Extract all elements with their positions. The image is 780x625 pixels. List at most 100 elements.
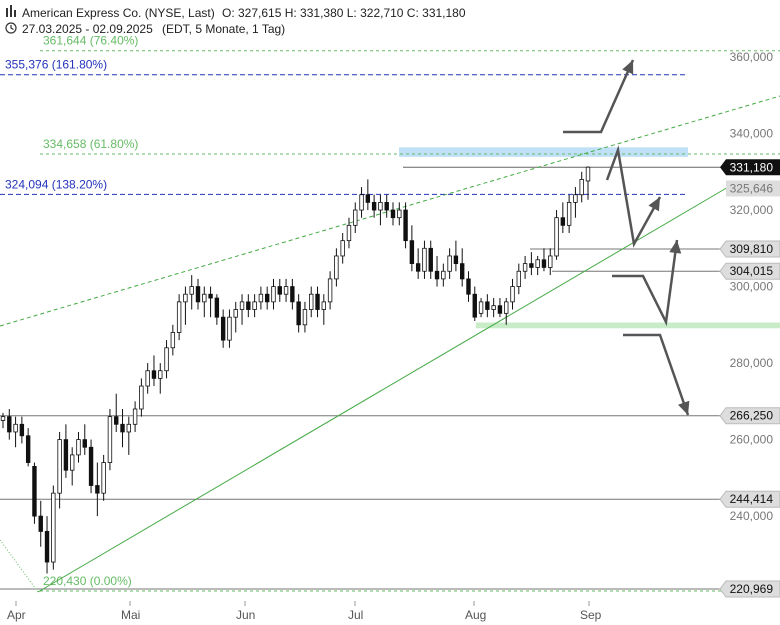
y-tick-label: 300,000 (730, 280, 774, 294)
candle-body (120, 423, 125, 433)
fib-level-label: 361,644 (76.40%) (43, 34, 138, 48)
candle-body (579, 179, 584, 196)
candle-body (195, 286, 201, 303)
x-tick-sep: Sep (580, 608, 602, 622)
hidden-price-label: 325,646 (730, 181, 774, 195)
candle-body (227, 316, 232, 341)
x-tick-aug: Aug (465, 608, 486, 622)
y-tick-label: 360,000 (730, 50, 774, 64)
candle-body (340, 240, 345, 257)
y-tick-label: 340,000 (730, 127, 774, 141)
y-tick-label: 320,000 (730, 203, 774, 217)
last-price-label: 331,180 (730, 160, 774, 174)
scenario-arrow-path (563, 59, 635, 134)
candle-body (321, 301, 327, 310)
candle-body (57, 439, 62, 494)
candle-body (151, 370, 157, 379)
candles-icon[interactable] (6, 5, 16, 17)
x-tick-mai: Mai (121, 608, 140, 622)
resistance-zone (399, 147, 688, 157)
candle-body (516, 270, 522, 287)
candle-body (183, 293, 188, 303)
candle-body (252, 301, 257, 310)
price-level-label-bg (719, 490, 780, 508)
candle-body (25, 435, 31, 463)
candle-body (233, 309, 238, 318)
candle-body (371, 201, 377, 211)
candle-body (208, 293, 213, 299)
candle-body (101, 462, 106, 494)
price-level-label-bg (719, 407, 780, 425)
x-tick-jun: Jun (236, 608, 255, 622)
y-tick-label: 280,000 (730, 356, 774, 370)
price-level-label: 304,015 (730, 264, 774, 278)
price-level-label-bg (719, 580, 780, 598)
zones (399, 147, 780, 329)
candle-body (107, 416, 113, 463)
candle-body (239, 301, 245, 310)
time-axis: Apr Mai Jun Jul Aug Sep (7, 601, 602, 622)
candle-body (271, 286, 276, 303)
candle-body (296, 301, 301, 326)
candle-body (277, 286, 282, 295)
candle-body (258, 293, 264, 303)
last-price-label-bg (720, 159, 780, 176)
candle-body (126, 423, 132, 433)
candle-body (415, 263, 421, 272)
candle-body (202, 293, 207, 303)
candle-body (353, 209, 358, 226)
scenario-arrow-head (622, 60, 634, 75)
candle-body (302, 309, 308, 326)
candle-body (44, 531, 50, 563)
candle-body (220, 316, 226, 341)
candle-body (132, 408, 138, 425)
candle-body (51, 492, 56, 563)
candle-body (139, 385, 144, 410)
candle-body (283, 286, 289, 295)
candle-body (264, 293, 270, 303)
scenario-arrow-head (678, 400, 690, 415)
instrument-title: American Express Co. (NYSE, Last) (22, 6, 215, 20)
candle-body (189, 286, 194, 295)
candle-body (554, 217, 559, 257)
fibonacci-levels: 361,644 (76.40%) 355,376 (161.80%) 334,658… (0, 34, 780, 592)
candle-body (82, 439, 87, 448)
candles (0, 166, 591, 574)
date-range: 27.03.2025 - 02.09.2025 (22, 22, 153, 36)
price-level-label: 220,969 (730, 582, 774, 596)
fib-level-label: 220,430 (0.00%) (43, 574, 132, 588)
fib-level-label: 334,658 (61.80%) (43, 137, 138, 151)
candle-body (573, 194, 578, 203)
candle-body (13, 423, 18, 433)
candle-body (434, 270, 440, 280)
candle-body (472, 293, 477, 318)
candle-body (164, 347, 169, 372)
chart-header: American Express Co. (NYSE, Last) O: 327… (5, 5, 466, 36)
candle-body (397, 209, 402, 219)
candle-body (566, 201, 572, 226)
trend-lines (0, 95, 780, 593)
interval-info: (EDT, 5 Monate, 1 Tag) (162, 22, 285, 36)
y-tick-label: 260,000 (730, 433, 774, 447)
scenario-arrow-head (669, 240, 682, 254)
candle-body (346, 224, 352, 242)
candle-body (158, 370, 163, 379)
hidden-price-label-bg (726, 180, 780, 197)
candle-body (522, 263, 528, 272)
lower-trend-line (37, 182, 736, 593)
candle-body (290, 286, 295, 303)
candle-body (63, 439, 69, 471)
scenario-arrow-path (612, 239, 679, 327)
candle-body (422, 247, 427, 272)
candle-body (145, 370, 150, 387)
candle-body (529, 263, 534, 268)
candle-body (390, 209, 396, 219)
candle-body (453, 255, 459, 265)
scenario-arrow-path (623, 333, 690, 416)
candle-body (76, 439, 81, 456)
candle-body (585, 166, 591, 182)
candle-body (315, 293, 320, 310)
support-zone (476, 322, 780, 329)
